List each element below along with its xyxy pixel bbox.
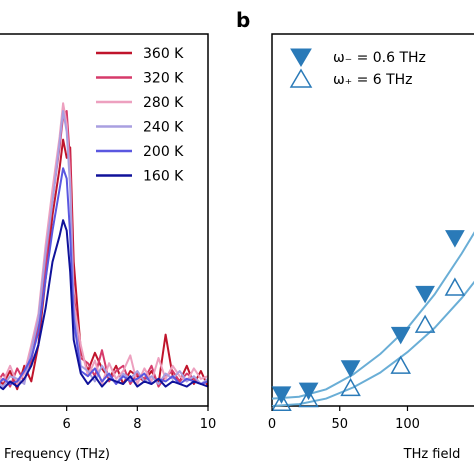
panel-a-legend-label-3: 240 K [143,120,184,136]
panel-a: 6 8 10 Frequency (THz) 360 K 320 K 280 K 240 … [0,33,217,462]
panel-b-legend: ω₋ = 0.6 THz ω₊ = 6 THz [289,48,426,88]
panel-b-point-s0-4 [415,285,435,304]
panel-b: b 0 50 100 THz field ω₋ = 0.6 THz ω₊ = 6 T… [236,8,474,462]
panel-a-series [0,102,209,391]
panel-a-xtick-label-2: 10 [200,417,217,432]
panel-a-legend-label-5: 160 K [143,169,184,185]
legend-omega-minus-label: ω₋ = 0.6 THz [333,50,426,66]
panel-b-ticks: 0 50 100 [268,406,420,432]
panel-b-point-s0-2 [340,360,361,378]
panel-b-xtick-label-1: 50 [331,417,348,432]
panel-b-point-s1-1 [298,389,319,408]
panel-b-label: b [236,8,250,32]
panel-b-point-s1-2 [340,377,361,397]
panel-b-fit-curve-1 [271,280,474,407]
legend-open-triangle-up-marker [289,68,313,88]
panel-a-legend-label-0: 360 K [143,46,184,62]
panel-a-xtick-label-0: 6 [63,417,71,432]
panel-b-xlabel: THz field [403,447,461,462]
panel-b-point-s1-0 [271,392,292,412]
panel-a-xlabel: Frequency (THz) [4,447,110,462]
panel-b-xtick-label-0: 0 [268,417,276,432]
panel-b-fit-curves [271,231,474,407]
panel-b-points [271,230,466,412]
panel-a-legend: 360 K 320 K 280 K 240 K 200 K 160 K [96,46,184,185]
panel-b-frame [271,33,474,407]
panel-b-point-s1-4 [414,314,436,333]
panel-a-series-line-2 [0,102,209,385]
panel-a-xtick-label-1: 8 [133,417,141,432]
panel-a-ticks: 6 8 10 [63,406,217,432]
legend-filled-triangle-down-marker [290,48,312,67]
panel-a-series-line-4 [0,167,209,385]
panel-a-frame [0,33,209,407]
panel-a-series-line-5 [0,219,209,391]
panel-b-xtick-label-2: 100 [395,417,420,432]
legend-omega-plus-label: ω₊ = 6 THz [333,72,413,88]
panel-a-legend-label-1: 320 K [143,71,184,87]
panel-b-point-s0-3 [390,326,411,345]
panel-b-fit-curve-0 [271,231,474,400]
panel-b-point-s1-3 [390,355,411,374]
panel-a-legend-label-4: 200 K [143,144,184,160]
panel-a-series-line-0 [0,138,209,391]
panel-a-legend-label-2: 280 K [143,95,184,111]
panel-b-point-s1-5 [444,277,466,296]
panel-b-point-s0-5 [445,230,465,248]
